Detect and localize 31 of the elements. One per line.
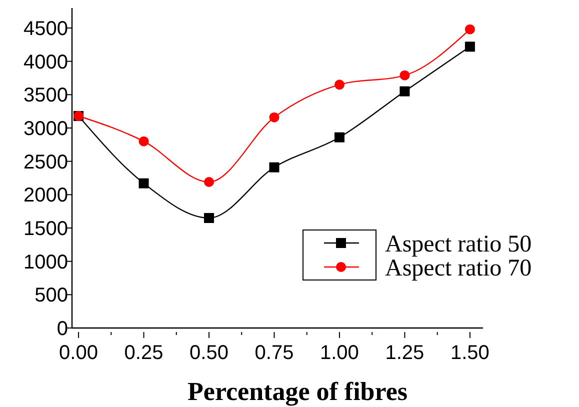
- point: [269, 112, 280, 122]
- point: [464, 24, 475, 34]
- point: [400, 86, 410, 96]
- legend-label: Aspect ratio 50: [385, 231, 532, 258]
- y-tick-label: 3500: [24, 84, 68, 107]
- x-tick-label: 1.00: [320, 342, 359, 364]
- x-tick-label: 0.75: [254, 342, 294, 364]
- point: [464, 42, 475, 52]
- y-tick-label: 500: [34, 284, 68, 307]
- point: [204, 213, 214, 223]
- x-axis-title: Percentage of fibres: [188, 377, 408, 406]
- y-tick-label: 1500: [24, 218, 68, 240]
- point: [138, 178, 149, 188]
- point: [400, 70, 410, 80]
- y-tick-label: 1000: [24, 251, 68, 274]
- y-tick-label: 4000: [24, 51, 68, 74]
- y-tick-label: 0: [56, 318, 68, 340]
- x-tick-label: 0.50: [190, 342, 228, 364]
- point: [138, 136, 149, 146]
- x-tick-label: 0.00: [59, 342, 98, 364]
- y-tick-label: 2500: [24, 151, 68, 174]
- y-tick-label: 4500: [24, 18, 68, 40]
- y-tick-label: 2000: [24, 184, 68, 207]
- y-tick-label: 3000: [24, 118, 68, 140]
- point: [269, 162, 280, 172]
- x-tick-label: 1.50: [450, 342, 490, 364]
- x-tick-label: 0.25: [124, 342, 164, 364]
- point: [204, 177, 214, 187]
- point: [334, 132, 344, 142]
- point: [334, 80, 344, 90]
- x-tick-label: 1.25: [385, 342, 424, 364]
